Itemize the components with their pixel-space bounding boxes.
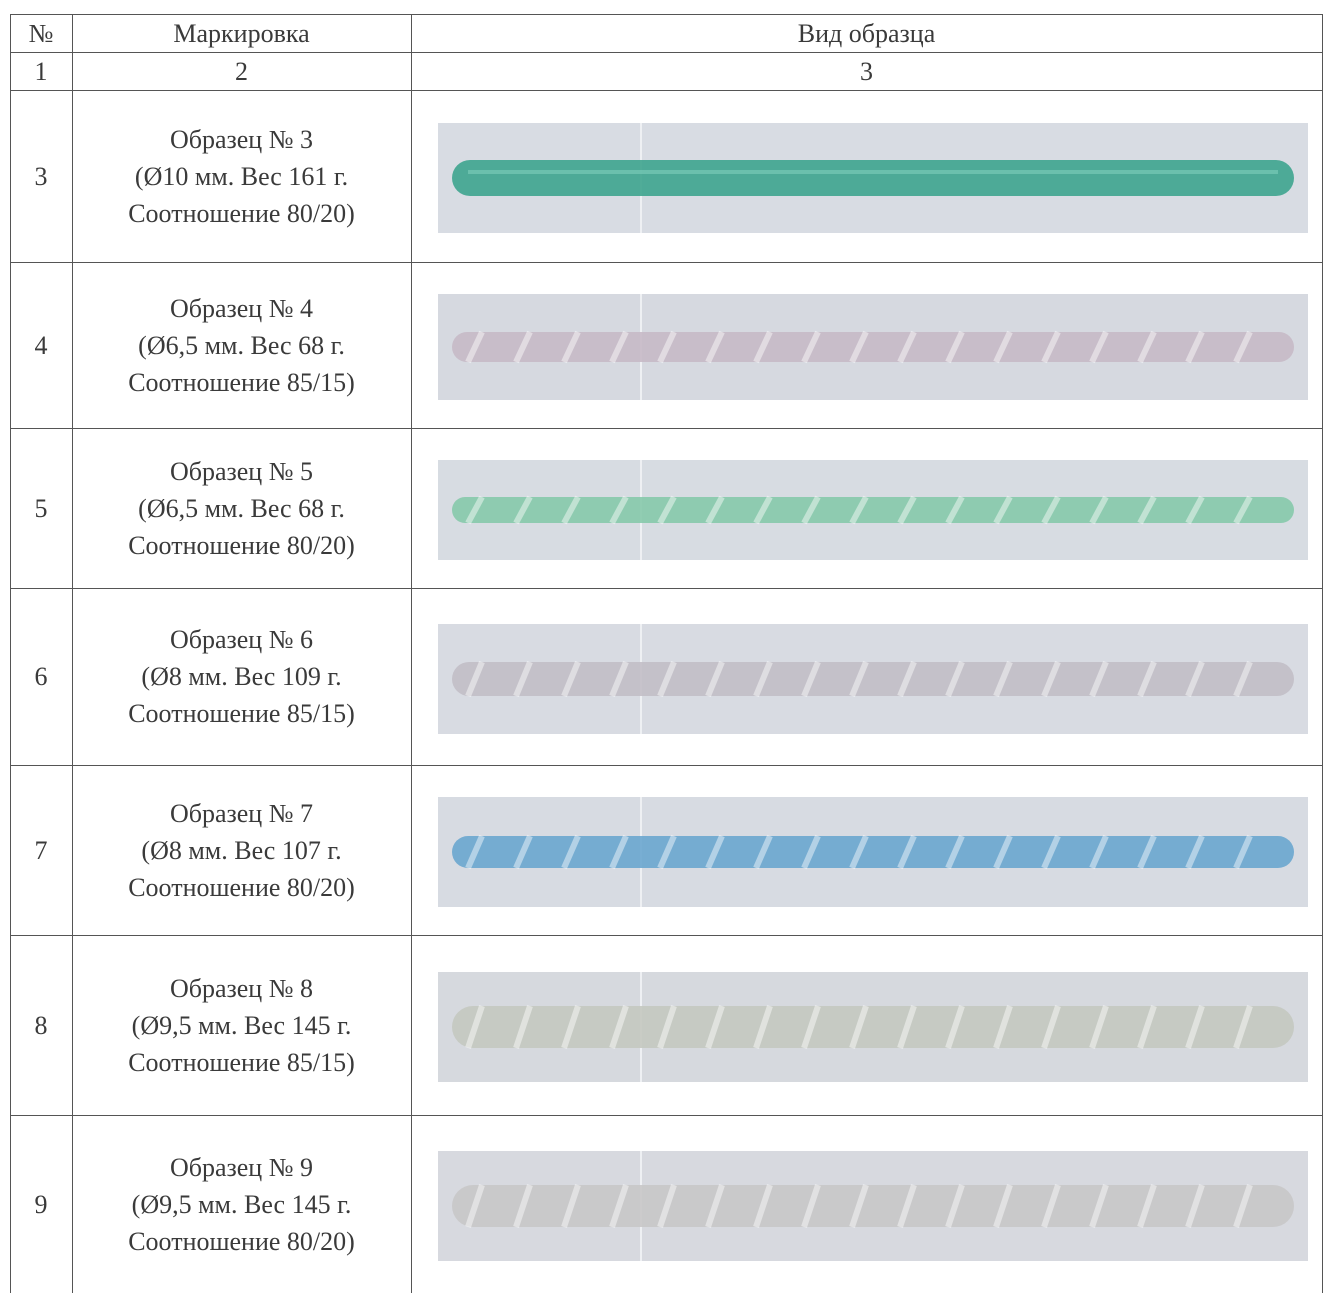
row-number: 6 [10,588,72,765]
text: Образец № 6 [170,621,313,658]
row-number: 9 [10,1115,72,1293]
header-cell: Маркировка [72,14,411,52]
text: № [29,15,54,52]
sample-label: Образец № 6(Ø8 мм. Вес 109 г.Соотношение… [72,588,411,765]
column-line [411,14,412,1293]
header-cell: № [10,14,72,52]
text: Образец № 7 [170,795,313,832]
text: Соотношение 80/20) [128,527,355,564]
text: 5 [35,490,48,527]
column-line [1322,14,1323,1293]
column-number: 1 [10,52,72,90]
text: Маркировка [173,15,309,52]
sample-label: Образец № 8(Ø9,5 мм. Вес 145 г.Соотношен… [72,935,411,1115]
text: Соотношение 85/15) [128,1044,355,1081]
sample-photo [438,624,1308,734]
text: (Ø9,5 мм. Вес 145 г. [132,1007,352,1044]
text: Соотношение 80/20) [128,869,355,906]
rod [452,160,1294,196]
sample-label: Образец № 7(Ø8 мм. Вес 107 г.Соотношение… [72,765,411,935]
text: Вид образца [798,15,935,52]
text: Соотношение 85/15) [128,364,355,401]
text: (Ø8 мм. Вес 109 г. [141,658,341,695]
text: 8 [35,1007,48,1044]
text: 6 [35,658,48,695]
column-number: 3 [411,52,1322,90]
text: Образец № 8 [170,970,313,1007]
column-number: 2 [72,52,411,90]
text: 3 [35,158,48,195]
row-number: 8 [10,935,72,1115]
text: 1 [35,53,48,90]
sample-label: Образец № 4(Ø6,5 мм. Вес 68 г.Соотношени… [72,262,411,428]
sample-label: Образец № 5(Ø6,5 мм. Вес 68 г.Соотношени… [72,428,411,588]
text: Образец № 5 [170,453,313,490]
header-cell: Вид образца [411,14,1322,52]
row-number: 3 [10,90,72,262]
text: (Ø6,5 мм. Вес 68 г. [138,327,345,364]
sample-photo [438,797,1308,907]
text: Соотношение 80/20) [128,195,355,232]
text: 4 [35,327,48,364]
sample-photo [438,1151,1308,1261]
row-number: 7 [10,765,72,935]
text: Образец № 3 [170,121,313,158]
sample-photo [438,294,1308,400]
text: Образец № 9 [170,1149,313,1186]
text: (Ø6,5 мм. Вес 68 г. [138,490,345,527]
sample-photo [438,972,1308,1082]
text: (Ø10 мм. Вес 161 г. [135,158,348,195]
row-number: 4 [10,262,72,428]
text: 7 [35,832,48,869]
text: Соотношение 80/20) [128,1223,355,1260]
text: (Ø9,5 мм. Вес 145 г. [132,1186,352,1223]
text: Соотношение 85/15) [128,695,355,732]
text: 2 [235,53,248,90]
text: 3 [860,53,873,90]
document: № Маркировка Вид образца 1 2 3 3 Образец № 3(Ø1… [0,0,1324,1293]
sample-photo [438,123,1308,233]
text: Образец № 4 [170,290,313,327]
sample-label: Образец № 3(Ø10 мм. Вес 161 г.Соотношени… [72,90,411,262]
sample-photo [438,460,1308,560]
sample-label: Образец № 9(Ø9,5 мм. Вес 145 г.Соотношен… [72,1115,411,1293]
text: (Ø8 мм. Вес 107 г. [141,832,341,869]
row-number: 5 [10,428,72,588]
text: 9 [35,1186,48,1223]
